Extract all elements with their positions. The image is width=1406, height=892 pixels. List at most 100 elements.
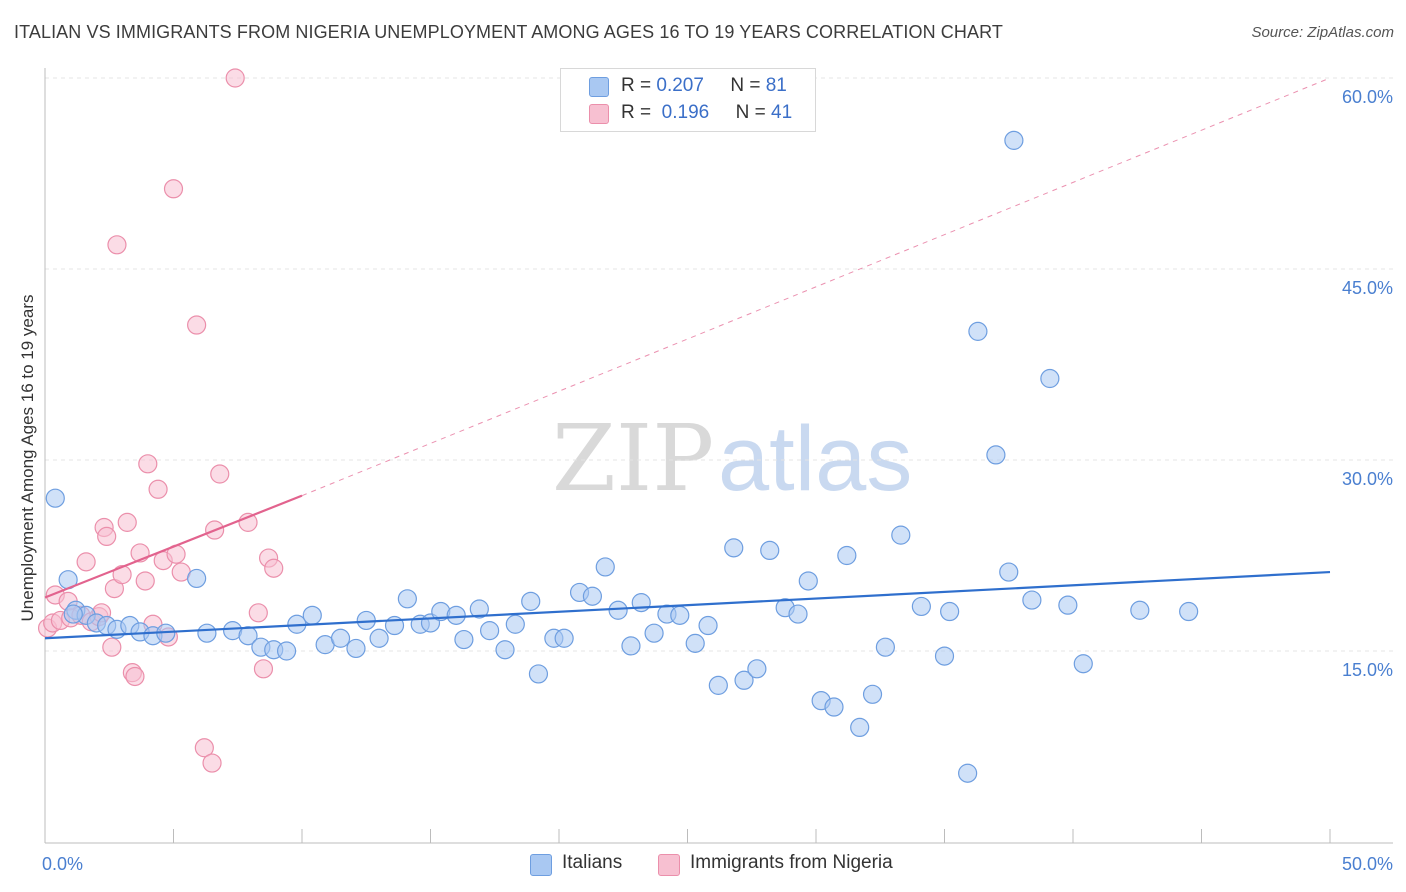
data-point-italians: [521, 591, 541, 611]
series-nigeria-points: [37, 68, 284, 773]
data-point-nigeria: [187, 315, 207, 335]
data-point-nigeria: [107, 235, 127, 255]
data-point-italians: [875, 637, 895, 657]
data-point-italians: [1130, 600, 1150, 620]
data-point-italians: [369, 628, 389, 648]
data-point-italians: [505, 614, 525, 634]
data-point-nigeria: [102, 637, 122, 657]
data-point-italians: [346, 638, 366, 659]
data-point-italians: [197, 623, 217, 643]
data-point-nigeria: [76, 552, 96, 572]
data-point-italians: [747, 659, 767, 679]
data-point-italians: [788, 604, 808, 624]
y-tick-label: 30.0%: [1342, 469, 1393, 489]
data-point-nigeria: [248, 603, 268, 623]
y-tick-labels: 15.0% 30.0% 45.0% 60.0%: [1342, 87, 1393, 680]
watermark-atlas: atlas: [718, 408, 912, 510]
legend-swatch-italians: [530, 854, 552, 876]
data-point-nigeria: [264, 558, 284, 578]
trend-lines: [44, 77, 1331, 640]
data-point-nigeria: [225, 68, 245, 88]
data-point-nigeria: [210, 464, 230, 484]
y-tick-label: 45.0%: [1342, 278, 1393, 298]
data-point-nigeria: [148, 479, 168, 499]
data-point-italians: [685, 633, 705, 653]
data-point-nigeria: [194, 738, 214, 758]
data-point-italians: [644, 623, 664, 643]
x-ticks: [44, 829, 1331, 843]
data-point-nigeria: [97, 526, 117, 547]
data-point-italians: [397, 589, 417, 609]
axes: [44, 68, 1393, 844]
chart-title: ITALIAN VS IMMIGRANTS FROM NIGERIA UNEMP…: [14, 22, 1003, 42]
data-point-italians: [824, 697, 844, 717]
gridlines: [45, 77, 1393, 652]
data-point-italians: [302, 605, 322, 625]
legend-r-value-italians: 0.207: [656, 75, 704, 96]
data-point-nigeria: [117, 512, 137, 532]
data-point-nigeria: [202, 753, 222, 773]
data-point-italians: [454, 629, 474, 650]
data-point-italians: [798, 571, 818, 591]
legend-r-label: R =: [621, 75, 652, 96]
data-point-italians: [608, 600, 628, 620]
data-point-nigeria: [125, 666, 145, 687]
data-point-italians: [986, 445, 1006, 465]
data-point-italians: [1022, 590, 1042, 610]
legend-label-nigeria: Immigrants from Nigeria: [690, 852, 893, 873]
trend-line-nigeria: [44, 494, 303, 599]
trend-line-italians: [44, 570, 1331, 640]
data-point-italians: [1004, 130, 1024, 150]
legend-swatch-italians: [589, 77, 609, 97]
data-point-italians: [446, 605, 466, 625]
x-tick-label: 50.0%: [1342, 854, 1393, 874]
data-point-italians: [999, 562, 1019, 582]
data-point-nigeria: [163, 179, 184, 199]
data-point-italians: [934, 646, 955, 666]
data-point-italians: [276, 641, 297, 661]
legend-swatch-nigeria: [589, 104, 609, 124]
data-point-italians: [45, 488, 65, 508]
data-point-italians: [480, 621, 500, 641]
y-tick-label: 60.0%: [1342, 87, 1393, 107]
legend-n-label: N =: [730, 75, 761, 96]
data-point-italians: [734, 670, 754, 690]
legend-swatch-nigeria: [658, 854, 680, 876]
legend-n-label: N =: [735, 102, 766, 123]
data-point-italians: [862, 684, 883, 704]
data-point-italians: [528, 664, 549, 684]
data-point-nigeria: [135, 571, 155, 591]
legend-n-value-nigeria: 41: [771, 102, 793, 123]
data-point-italians: [968, 321, 988, 341]
data-point-italians: [582, 586, 603, 606]
data-point-italians: [850, 717, 870, 738]
data-point-italians: [621, 636, 641, 656]
x-tick-label: 0.0%: [42, 854, 83, 874]
data-point-italians: [330, 628, 351, 648]
data-point-italians: [1179, 601, 1199, 622]
correlation-legend: R = 0.207 N = 81 R = 0.196 N = 41: [560, 68, 816, 132]
data-point-italians: [1058, 595, 1078, 615]
data-point-italians: [187, 568, 207, 589]
y-tick-label: 15.0%: [1342, 660, 1393, 680]
data-point-italians: [911, 596, 931, 617]
data-point-italians: [760, 540, 780, 561]
data-point-italians: [469, 599, 489, 619]
data-point-nigeria: [253, 659, 274, 679]
data-point-italians: [495, 640, 515, 660]
data-point-italians: [724, 538, 744, 558]
chart-source: Source: ZipAtlas.com: [1251, 24, 1394, 41]
data-point-italians: [670, 605, 690, 625]
data-point-italians: [63, 604, 83, 624]
data-point-italians: [1040, 368, 1060, 389]
legend-r-value-nigeria: 0.196: [661, 102, 710, 123]
data-point-italians: [940, 601, 960, 622]
data-point-nigeria: [138, 454, 158, 474]
trend-line-nigeria-extension: [301, 77, 1331, 497]
data-point-nigeria: [112, 564, 132, 585]
data-point-italians: [698, 615, 718, 636]
data-point-italians: [554, 628, 574, 648]
data-point-italians: [595, 557, 615, 577]
data-point-italians: [837, 545, 857, 566]
